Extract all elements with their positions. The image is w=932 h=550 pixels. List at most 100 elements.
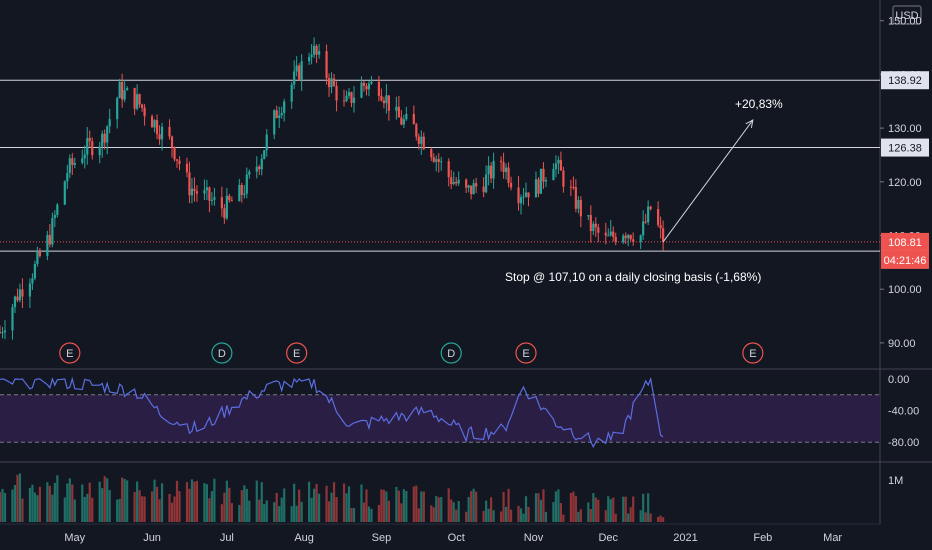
- volume-bar: [138, 490, 141, 522]
- volume-bar: [106, 478, 109, 522]
- candle-body: [400, 117, 403, 125]
- volume-bar: [504, 506, 508, 522]
- candle-body: [330, 78, 333, 88]
- candle-body: [519, 197, 523, 204]
- volume-bar: [121, 477, 124, 522]
- volume-bar: [362, 502, 366, 522]
- candle-body: [644, 221, 647, 223]
- x-tick-label: Sep: [372, 532, 392, 544]
- candle-body: [534, 179, 538, 198]
- volume-bar: [330, 492, 333, 522]
- volume-bar: [360, 484, 363, 522]
- candle-body: [440, 161, 443, 163]
- candle-body: [522, 196, 525, 198]
- candle-body: [659, 225, 662, 229]
- volume-bar: [657, 516, 660, 522]
- volume-bar: [537, 493, 540, 522]
- candle-body: [649, 206, 652, 210]
- candle-body: [347, 92, 351, 96]
- volume-bar: [208, 498, 211, 522]
- volume-bar: [248, 500, 251, 522]
- candle-body: [607, 235, 610, 237]
- volume-bar: [524, 496, 528, 522]
- volume-bar: [158, 499, 161, 522]
- candle-body: [243, 193, 246, 195]
- y-tick-label: 120.00: [888, 177, 922, 189]
- volume-bar: [255, 480, 258, 522]
- candle-body: [447, 161, 450, 178]
- earnings-marker: [742, 342, 764, 364]
- candle-body: [108, 119, 111, 127]
- candle-body: [203, 190, 206, 194]
- candle-body: [18, 289, 22, 301]
- volume-bar: [385, 491, 388, 522]
- volume-bar: [188, 488, 191, 522]
- candle-body: [527, 192, 530, 198]
- volume-bar: [589, 509, 592, 522]
- candle-body: [173, 147, 176, 160]
- volume-bar: [38, 486, 41, 522]
- oscillator-tick-label: -40.00: [888, 406, 919, 418]
- volume-bar: [377, 504, 381, 522]
- volume-bar: [13, 484, 17, 522]
- volume-bar: [579, 509, 582, 522]
- candle-body: [472, 183, 475, 195]
- candle-body: [577, 199, 580, 209]
- candle-body: [263, 150, 266, 159]
- candle-body: [228, 195, 231, 201]
- candle-body: [106, 126, 109, 143]
- x-tick-label: May: [64, 532, 85, 544]
- candle-body: [587, 215, 590, 217]
- candle-body: [138, 94, 141, 105]
- candle-body: [255, 166, 258, 172]
- volume-bar: [133, 491, 136, 522]
- volume-tick-label: 1M: [888, 475, 903, 487]
- candle-body: [485, 174, 488, 193]
- candle-body: [455, 181, 458, 184]
- candle-body: [482, 186, 485, 193]
- candle-body: [342, 100, 346, 102]
- volume-bar: [350, 507, 353, 522]
- candle-body: [220, 197, 223, 209]
- volume-bar: [659, 515, 662, 522]
- volume-bar: [517, 505, 520, 522]
- volume-bar: [430, 505, 433, 522]
- candle-body: [377, 81, 381, 96]
- earnings-marker: [515, 342, 537, 364]
- volume-bar: [400, 503, 403, 522]
- target-annotation: +20,83%: [735, 97, 783, 111]
- candle-body: [118, 82, 121, 99]
- volume-bar: [557, 489, 560, 522]
- candle-body: [524, 192, 528, 197]
- earnings-marker-label: E: [293, 348, 300, 360]
- volume-bar: [51, 494, 54, 522]
- volume-bar: [457, 501, 460, 522]
- candle-body: [280, 112, 283, 116]
- volume-bar: [240, 490, 243, 522]
- candle-body: [475, 183, 478, 187]
- volume-bar: [594, 497, 597, 522]
- volume-bar: [387, 500, 390, 522]
- candle-body: [397, 106, 400, 118]
- x-tick-label: Jul: [220, 532, 234, 544]
- volume-bar: [86, 493, 89, 522]
- volume-bar: [243, 485, 246, 522]
- candle-body: [507, 167, 510, 183]
- candle-body: [225, 195, 228, 219]
- candle-body: [81, 158, 84, 163]
- candle-body: [188, 172, 191, 196]
- candle-body: [195, 191, 199, 194]
- stop-annotation: Stop @ 107,10 on a daily closing basis (…: [505, 270, 761, 284]
- volume-bar: [402, 489, 405, 522]
- candle-body: [544, 180, 548, 182]
- volume-bar: [48, 485, 51, 522]
- candle-body: [647, 206, 650, 223]
- candle-body: [230, 200, 233, 202]
- candle-body: [66, 172, 69, 182]
- volume-bar: [136, 481, 139, 522]
- candle-body: [612, 231, 615, 237]
- volume-bar: [308, 481, 311, 522]
- volume-bar: [280, 497, 283, 522]
- volume-bar: [577, 511, 580, 522]
